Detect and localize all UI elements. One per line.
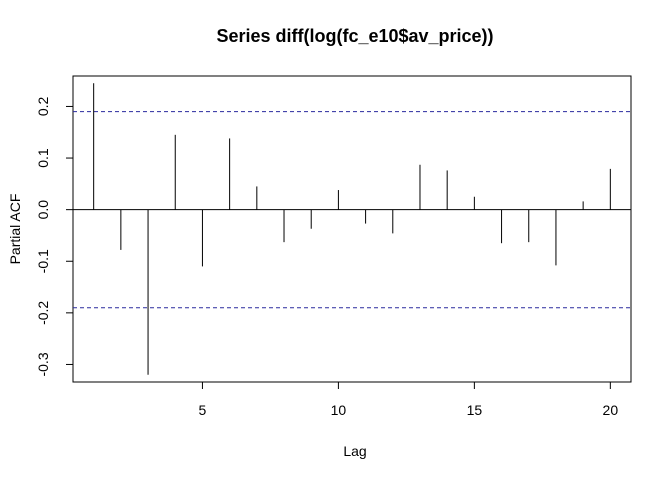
plot-frame bbox=[72, 75, 632, 383]
x-tick-label: 15 bbox=[467, 402, 483, 418]
x-tick-label: 20 bbox=[603, 402, 619, 418]
y-tick-label: -0.2 bbox=[35, 301, 51, 325]
x-tick-label: 5 bbox=[199, 402, 207, 418]
y-axis: -0.3 -0.2 -0.1 0.0 0.1 0.2 bbox=[35, 97, 74, 377]
y-tick-label: -0.3 bbox=[35, 352, 51, 376]
y-tick-label: 0.2 bbox=[35, 97, 51, 117]
y-tick-label: 0.1 bbox=[35, 148, 51, 168]
y-axis-label: Partial ACF bbox=[7, 194, 23, 265]
x-tick-label: 10 bbox=[331, 402, 347, 418]
x-axis-label: Lag bbox=[343, 443, 366, 459]
x-axis: 5 10 15 20 bbox=[199, 381, 619, 418]
plot-area bbox=[73, 83, 631, 375]
chart-title: Series diff(log(fc_e10$av_price)) bbox=[216, 26, 493, 46]
y-tick-label: 0.0 bbox=[35, 200, 51, 220]
y-tick-label: -0.1 bbox=[35, 249, 51, 273]
